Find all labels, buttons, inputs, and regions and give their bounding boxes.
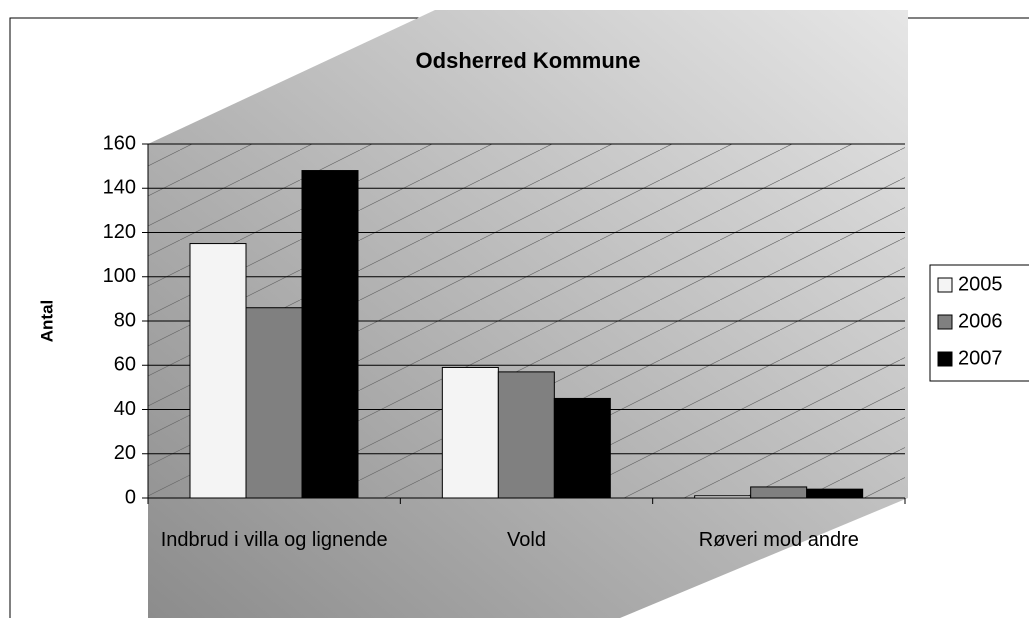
y-tick-label: 100 xyxy=(103,265,136,287)
bar xyxy=(245,307,303,499)
chart-title: Odsherred Kommune xyxy=(416,48,641,73)
bar xyxy=(750,486,808,499)
y-tick-label: 60 xyxy=(114,354,136,376)
y-tick-label: 120 xyxy=(103,221,136,243)
bar xyxy=(806,488,864,499)
bar xyxy=(441,366,499,499)
y-tick-label: 80 xyxy=(114,309,136,331)
bar xyxy=(497,371,555,499)
legend-label: 2007 xyxy=(958,347,1003,369)
bar xyxy=(694,495,752,499)
x-tick-label: Vold xyxy=(507,529,546,551)
bar xyxy=(553,397,611,499)
bar xyxy=(189,243,247,499)
legend-swatch xyxy=(937,351,953,367)
x-tick-label: Indbrud i villa og lignende xyxy=(160,529,388,551)
legend-label: 2006 xyxy=(958,310,1003,332)
y-tick-label: 140 xyxy=(103,177,136,199)
x-tick-label: Røveri mod andre xyxy=(698,529,859,551)
y-tick-label: 160 xyxy=(103,132,136,154)
legend-swatch xyxy=(937,277,953,293)
y-axis-title: Antal xyxy=(37,300,56,343)
legend-swatch xyxy=(937,314,953,330)
legend-label: 2005 xyxy=(958,273,1003,295)
y-tick-label: 0 xyxy=(125,486,136,508)
y-tick-label: 20 xyxy=(114,442,136,464)
y-tick-label: 40 xyxy=(114,398,136,420)
bar xyxy=(301,170,359,499)
